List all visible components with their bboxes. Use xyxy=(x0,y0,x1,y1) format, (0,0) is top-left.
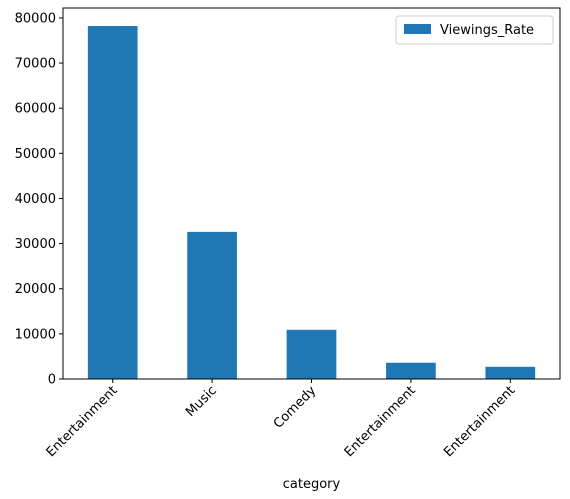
y-tick-label-1: 10000 xyxy=(15,327,56,342)
x-axis-label: category xyxy=(283,477,341,492)
legend-label: Viewings_Rate xyxy=(440,23,534,38)
x-tick-label-2: Comedy xyxy=(271,383,320,432)
x-tick-label-0: Entertainment xyxy=(44,383,121,460)
y-tick-label-0: 0 xyxy=(48,373,56,388)
bar-0 xyxy=(87,26,138,380)
bar-2 xyxy=(286,329,337,379)
legend-swatch xyxy=(404,24,431,34)
bars-layer xyxy=(87,26,536,380)
y-tick-label-6: 60000 xyxy=(15,102,56,117)
legend-box xyxy=(395,15,554,45)
bar-4 xyxy=(485,366,536,379)
x-tick-label-4: Entertainment xyxy=(441,383,518,460)
bar-3 xyxy=(386,362,436,379)
y-tick-label-7: 70000 xyxy=(15,57,56,72)
y-tick-label-4: 40000 xyxy=(15,192,56,207)
y-tick-label-8: 80000 xyxy=(15,11,56,26)
bar-1 xyxy=(187,231,237,379)
x-tick-label-3: Entertainment xyxy=(342,383,419,460)
x-tick-label-1: Music xyxy=(183,383,220,420)
y-tick-label-2: 20000 xyxy=(15,282,56,297)
y-tick-label-3: 30000 xyxy=(15,237,56,252)
y-tick-label-5: 50000 xyxy=(15,147,56,162)
legend: Viewings_Rate xyxy=(395,15,554,45)
